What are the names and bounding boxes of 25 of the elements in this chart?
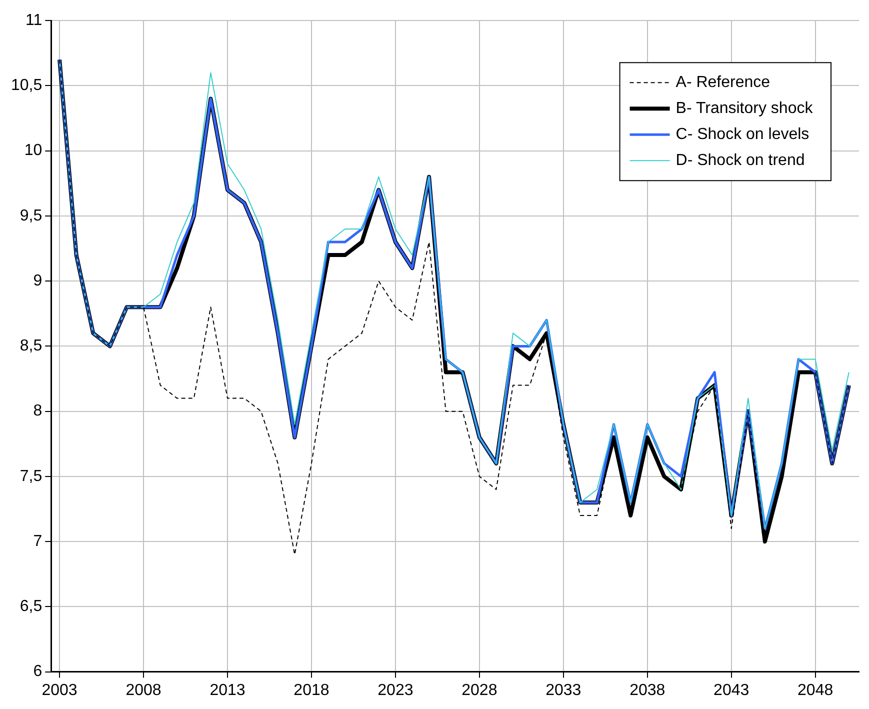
x-tick-label: 2023	[378, 682, 414, 699]
x-tick-label: 2038	[630, 682, 666, 699]
legend-label: A- Reference	[676, 74, 770, 92]
y-tick-label: 10	[24, 142, 42, 160]
y-tick-label: 9	[33, 272, 42, 290]
y-tick-label: 6	[33, 663, 42, 680]
x-tick-label: 2003	[42, 682, 78, 699]
y-tick-label: 6,5	[20, 598, 42, 616]
x-tick-label: 2008	[126, 682, 162, 699]
y-tick-label: 7,5	[20, 468, 42, 485]
legend-label: B- Transitory shock	[676, 100, 814, 118]
x-tick-label: 2048	[798, 682, 834, 699]
x-tick-label: 2013	[210, 682, 246, 699]
x-tick-label: 2018	[294, 682, 330, 699]
legend-label: D- Shock on trend	[676, 152, 805, 170]
y-tick-label: 8	[33, 402, 42, 420]
y-tick-label: 9,5	[20, 207, 42, 224]
x-tick-label: 2033	[546, 682, 582, 699]
y-tick-label: 8,5	[20, 338, 42, 355]
y-tick-label: 11	[26, 12, 42, 30]
legend-label: C- Shock on levels	[676, 126, 810, 144]
x-tick-label: 2028	[462, 682, 498, 699]
x-tick-label: 2043	[714, 682, 750, 699]
y-tick-label: 7	[33, 532, 42, 550]
y-tick-label: 10,5	[11, 77, 42, 94]
